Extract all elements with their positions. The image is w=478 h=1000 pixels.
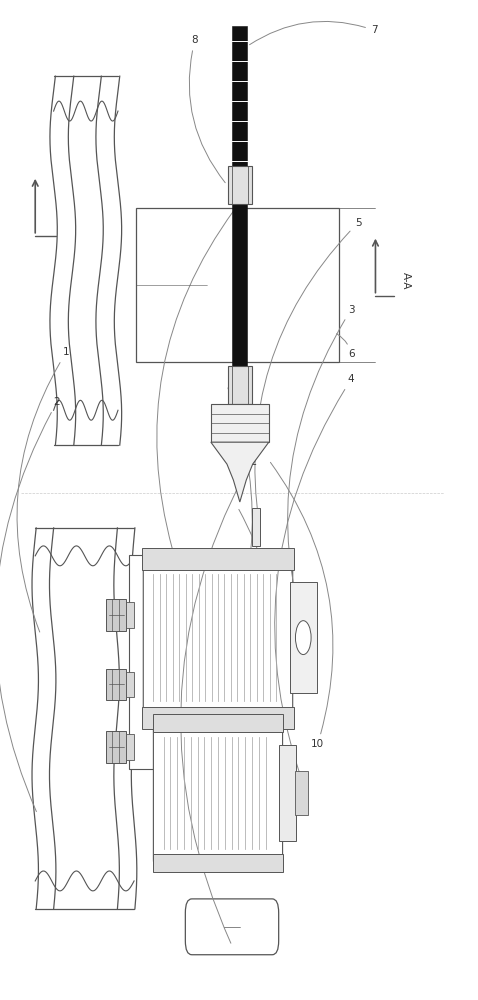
Bar [107,599,126,631]
Text: 9: 9 [187,388,252,723]
Bar [228,366,252,404]
Bar [290,582,316,693]
Bar [142,707,293,729]
Bar [126,672,134,697]
Text: A-A: A-A [401,272,411,289]
FancyBboxPatch shape [143,554,293,721]
FancyBboxPatch shape [185,899,279,955]
Text: 5: 5 [255,218,361,524]
Text: 2: 2 [0,397,60,812]
Bar [252,508,260,546]
Text: 11: 11 [239,509,278,789]
Text: 8: 8 [189,35,225,183]
Bar [107,731,126,763]
Bar [211,404,269,442]
Text: 7: 7 [250,21,378,45]
Bar [107,669,126,700]
Text: 6: 6 [337,334,355,359]
FancyBboxPatch shape [153,717,282,869]
Bar [142,548,293,570]
Bar [295,771,308,815]
Text: 10: 10 [271,462,333,749]
Text: 1: 1 [17,347,69,632]
Bar [279,745,296,841]
Circle shape [295,621,311,655]
Bar [136,208,339,362]
Bar [153,714,282,732]
Bar [130,555,159,769]
Bar [126,734,134,760]
Text: 13: 13 [157,195,249,549]
Polygon shape [211,442,269,502]
Text: 4: 4 [275,374,355,791]
Bar [228,166,252,204]
Text: 3: 3 [288,305,355,664]
Bar [126,602,134,628]
Bar [232,26,247,442]
Text: 12: 12 [181,457,258,943]
Bar [153,854,282,872]
